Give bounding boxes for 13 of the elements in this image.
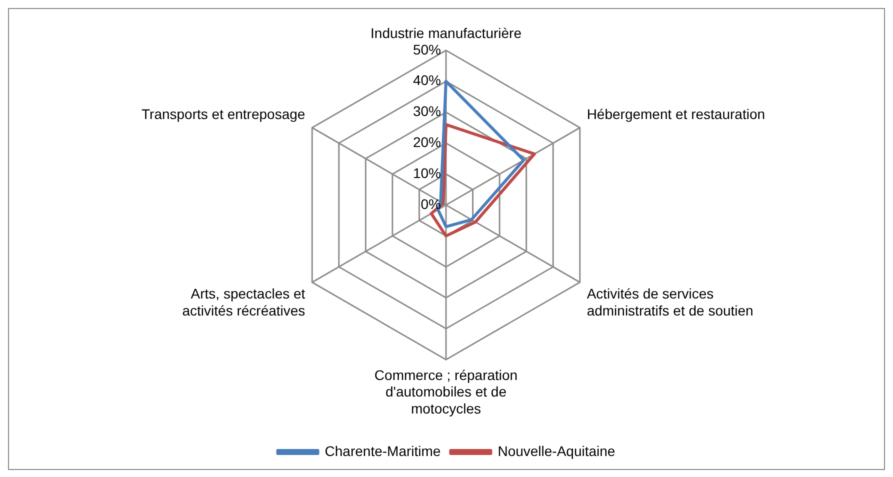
spoke-label: Activités de services administratifs et de soutien <box>586 286 754 318</box>
y-tick-label: 10% <box>412 164 441 181</box>
spoke-label: Commerce ; réparation d'automobiles et de motocycles <box>374 366 518 416</box>
legend-label: Nouvelle-Aquitaine <box>498 442 616 459</box>
y-tick-label: 30% <box>412 103 441 120</box>
y-tick-label: 20% <box>412 134 441 150</box>
spoke-label: Arts, spectacles et activités récréatives <box>182 286 306 318</box>
y-tick-label: 50% <box>412 41 441 58</box>
y-tick-label: 40% <box>412 72 441 88</box>
spoke-label: Hébergement et restauration <box>586 106 766 122</box>
legend-label: Charente-Maritime <box>324 442 441 459</box>
spoke-label: Industrie manufacturière <box>370 24 522 41</box>
spoke-label: Transports et entreposage <box>141 106 306 122</box>
